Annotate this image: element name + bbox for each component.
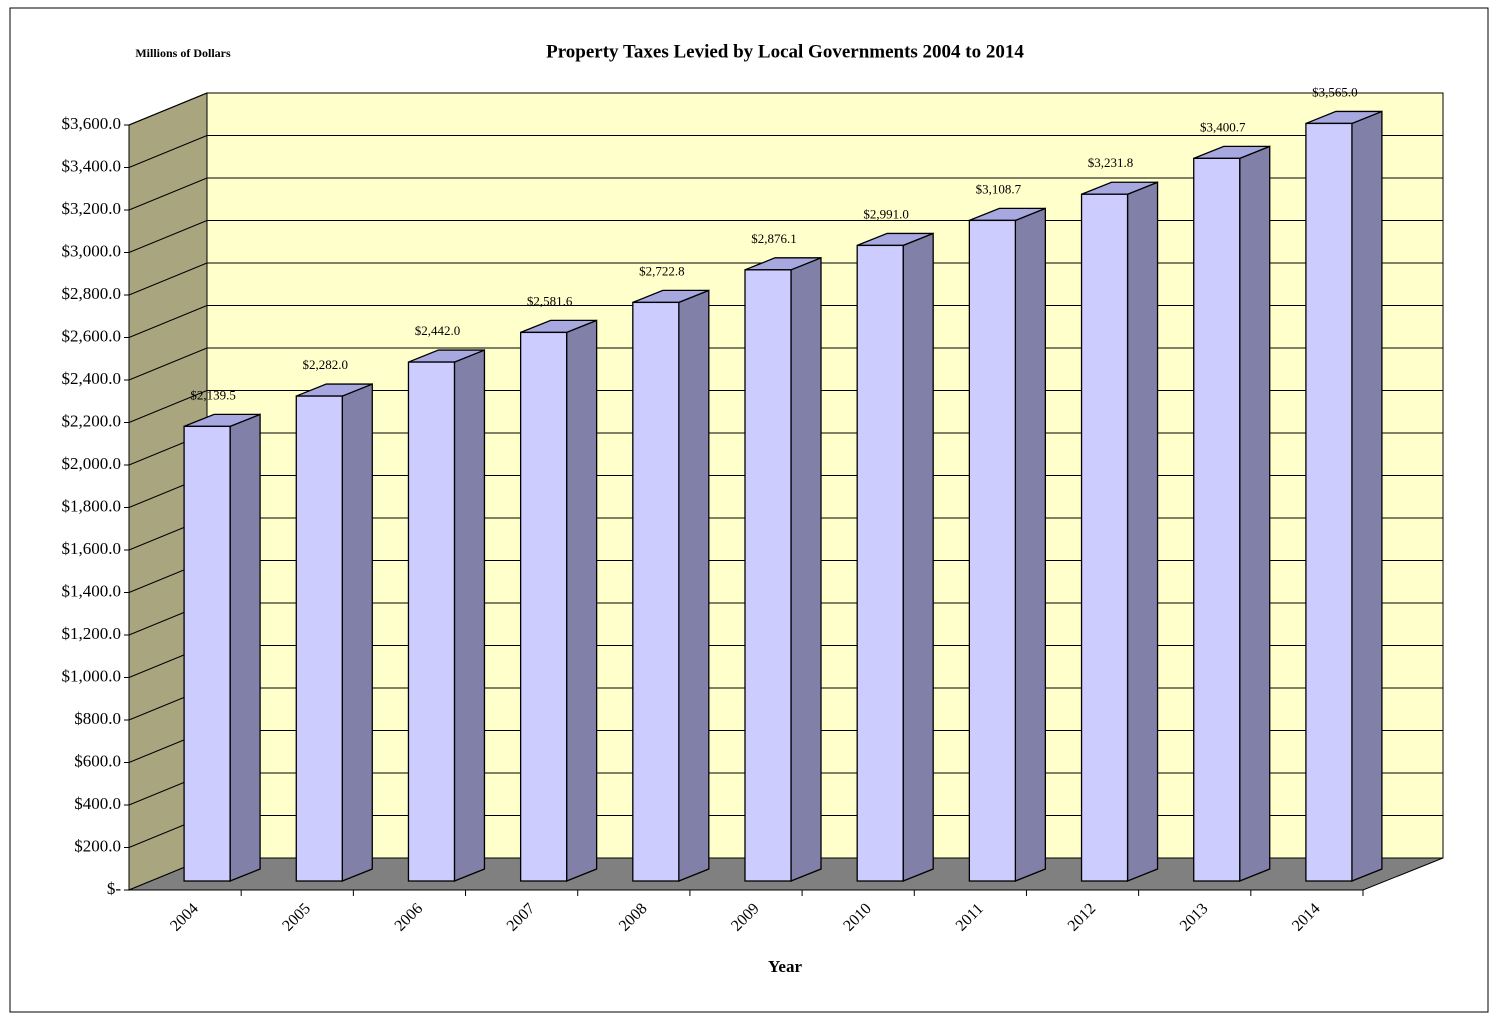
grid-line [128,220,208,253]
value-label: $2,442.0 [415,323,461,338]
bar-front [856,244,904,882]
bar-side [1014,207,1047,882]
y-tick-label: $3,200.0 [62,199,122,218]
bar [632,289,710,882]
value-label: $2,581.6 [527,293,573,308]
bar-front [183,425,231,882]
y-tick-label: $2,400.0 [62,369,122,388]
bar [295,383,373,882]
y-tick-label: $400.0 [74,794,121,813]
bar-front [968,219,1017,882]
bar [856,232,934,882]
y-tick-label: $2,200.0 [62,411,122,430]
y-tick-label: $600.0 [74,751,121,770]
value-label: $2,991.0 [863,206,909,221]
y-tick-label: $1,000.0 [62,666,122,685]
bar-front [295,395,343,882]
grid-line [128,135,208,168]
bar-front [1080,193,1129,882]
x-axis-label: Year [768,957,802,976]
bar-side [790,256,822,882]
grid-line [128,262,208,296]
y-tick-label: $2,600.0 [62,326,122,345]
y-tick-label: $1,600.0 [62,539,122,558]
value-label: $3,108.7 [976,181,1022,196]
bar [744,256,822,882]
value-label: $2,876.1 [751,231,797,246]
value-label: $2,139.5 [190,387,236,402]
value-label: $2,722.8 [639,263,685,278]
bar-side [565,319,598,882]
grid-line [128,390,208,423]
bar [968,207,1047,882]
value-label: $2,282.0 [303,357,349,372]
bar-side [229,413,261,882]
y-tick-label: $3,400.0 [62,156,122,175]
value-label: $3,231.8 [1088,155,1134,170]
y-tick-label: $1,200.0 [62,624,122,643]
bar [1193,145,1271,882]
bar-side [678,289,710,882]
bar-side [1351,110,1383,882]
bar [1305,110,1383,882]
bar [1080,181,1159,882]
y-tick-label: $- [107,879,122,898]
y-tick-label: $3,600.0 [62,114,122,133]
y-tick-label: $2,000.0 [62,454,122,473]
chart-title: Property Taxes Levied by Local Governmen… [546,41,1024,62]
y-axis-label: Millions of Dollars [135,46,231,60]
y-tick-label: $3,000.0 [62,241,122,260]
grid-line [128,305,208,338]
bar-side [902,232,934,882]
y-tick-label: $1,800.0 [62,496,122,515]
bar-front [1305,122,1353,882]
y-tick-label: $800.0 [74,709,121,728]
y-tick-label: $200.0 [74,836,121,855]
y-tick-label: $1,400.0 [62,581,122,600]
bar-front [632,301,680,882]
bar-front [519,331,568,882]
bar-side [453,349,486,882]
value-label: $3,400.7 [1200,119,1246,134]
value-label: $3,565.0 [1312,84,1358,99]
bar-front [1193,157,1241,882]
bar-side [341,383,373,882]
grid-line [128,92,208,126]
grid-line [128,177,208,211]
bar [519,319,598,882]
bar [183,413,261,882]
bar [407,349,486,882]
grid-line [128,347,208,381]
bar-front [744,269,792,882]
bar-side [1126,181,1159,882]
y-tick-label: $2,800.0 [62,284,122,303]
bar-front [407,361,456,882]
bars: $2,139.5 $2,282.0 $2,442.0 $2,581.6 $2,722.8… [183,84,1383,882]
bar-side [1239,145,1271,882]
